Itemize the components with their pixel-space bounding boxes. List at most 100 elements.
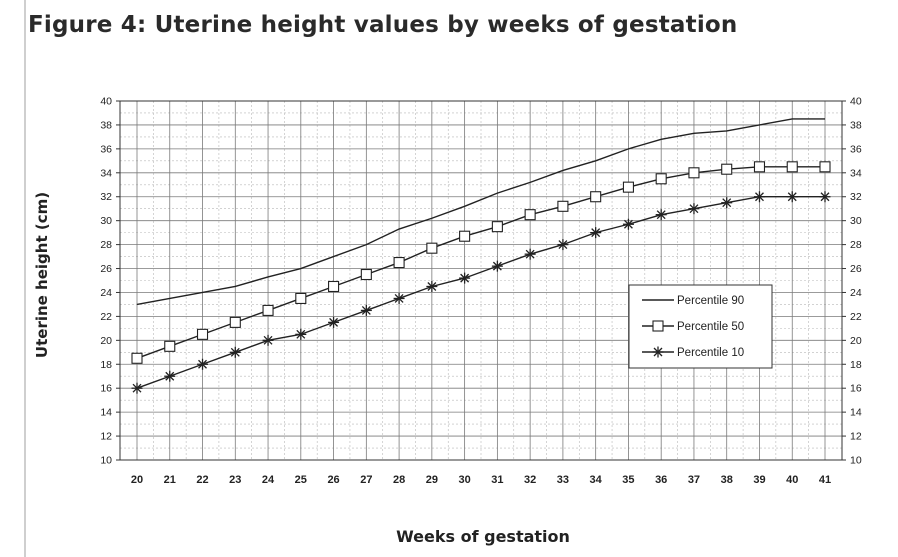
series-line-percentile-50 — [136, 166, 825, 359]
y-tick-label-right: 32 — [850, 191, 862, 203]
data-point-percentile-10 — [393, 292, 405, 304]
x-tick-label: 29 — [426, 474, 438, 486]
data-point-percentile-50 — [459, 230, 471, 242]
x-axis-label: Weeks of gestation — [396, 527, 570, 546]
x-tick-label: 25 — [295, 474, 307, 486]
y-tick-label-right: 16 — [850, 383, 862, 395]
x-tick-label: 39 — [753, 474, 765, 486]
minor-grid — [120, 101, 842, 460]
data-point-percentile-50 — [557, 200, 569, 212]
legend-label-percentile-90: Percentile 90 — [677, 295, 744, 307]
data-point-percentile-10 — [688, 203, 700, 215]
series-percentile-90 — [136, 118, 825, 306]
y-tick-label-right: 14 — [850, 407, 862, 419]
y-tick-label-left: 16 — [100, 383, 112, 395]
y-tick-label-right: 34 — [850, 167, 862, 179]
y-tick-label-left: 24 — [100, 287, 112, 299]
data-point-percentile-50 — [295, 292, 307, 305]
data-point-percentile-10 — [360, 304, 372, 316]
x-tick-label: 40 — [786, 474, 798, 486]
x-tick-label: 21 — [164, 474, 176, 486]
data-point-percentile-10 — [262, 334, 274, 346]
plot-frame — [119, 100, 843, 461]
legend: Percentile 90 Percentile 50 Percentile 10 — [628, 284, 773, 369]
data-point-percentile-50 — [196, 328, 209, 340]
y-tick-label-left: 20 — [100, 335, 112, 347]
x-tick-label: 23 — [229, 474, 241, 486]
data-point-percentile-50 — [426, 242, 438, 254]
x-tick-label: 32 — [524, 474, 536, 486]
x-tick-label: 41 — [819, 474, 831, 486]
y-tick-label-left: 40 — [100, 96, 112, 108]
x-tick-label: 38 — [721, 474, 733, 486]
y-tick-label-right: 26 — [850, 263, 862, 275]
x-tick-label: 34 — [590, 474, 603, 486]
data-point-percentile-50 — [688, 167, 700, 179]
y-tick-label-right: 22 — [850, 311, 862, 323]
y-tick-label-right: 36 — [850, 143, 862, 155]
data-point-percentile-50 — [131, 352, 143, 364]
x-tick-label: 37 — [688, 474, 700, 486]
data-point-percentile-10 — [426, 280, 438, 292]
y-tick-label-right: 18 — [850, 359, 862, 371]
y-tick-label-right: 40 — [850, 96, 862, 108]
y-tick-label-left: 34 — [100, 167, 112, 179]
y-tick-label-left: 18 — [100, 359, 112, 371]
y-tick-label-right: 20 — [850, 335, 862, 347]
x-tick-label: 27 — [360, 474, 372, 486]
data-point-percentile-10 — [622, 218, 634, 230]
series-line-percentile-90 — [136, 118, 825, 306]
y-tick-label-right: 28 — [850, 239, 862, 251]
data-point-percentile-50 — [590, 191, 602, 203]
series-percentile-50 — [131, 161, 831, 364]
x-tick-label: 36 — [655, 474, 667, 486]
page-border — [24, 0, 26, 557]
data-point-percentile-50 — [393, 256, 405, 269]
data-point-percentile-50 — [164, 340, 176, 352]
x-tick-label: 35 — [622, 474, 634, 486]
data-point-percentile-10 — [590, 227, 602, 239]
y-tick-label-left: 28 — [100, 239, 112, 251]
data-point-percentile-10 — [459, 272, 471, 284]
data-point-percentile-10 — [524, 248, 536, 260]
y-tick-label-left: 32 — [100, 191, 112, 203]
data-point-percentile-50 — [721, 163, 733, 175]
data-point-percentile-10 — [721, 197, 733, 209]
data-point-percentile-50 — [655, 173, 667, 185]
data-point-percentile-50 — [491, 221, 503, 233]
y-tick-label-right: 38 — [850, 119, 862, 131]
y-tick-label-left: 14 — [100, 407, 112, 419]
x-tick-label: 33 — [557, 474, 569, 486]
data-point-percentile-10 — [295, 328, 307, 340]
y-tick-label-right: 24 — [850, 287, 862, 299]
data-point-percentile-10 — [328, 316, 340, 328]
x-tick-label: 24 — [262, 474, 275, 486]
data-point-percentile-50 — [819, 161, 831, 173]
data-point-percentile-50 — [622, 181, 634, 193]
data-point-percentile-50 — [262, 304, 274, 316]
data-point-percentile-50 — [753, 161, 766, 173]
y-tick-label-left: 12 — [100, 431, 112, 443]
y-tick-label-left: 26 — [100, 263, 112, 275]
legend-marker-percentile-50 — [652, 320, 664, 332]
y-tick-label-left: 10 — [100, 455, 112, 467]
data-point-percentile-10 — [753, 191, 765, 203]
data-point-percentile-50 — [524, 209, 536, 221]
data-point-percentile-10 — [557, 239, 569, 251]
data-point-percentile-10 — [131, 382, 143, 394]
legend-label-percentile-10: Percentile 10 — [677, 347, 744, 359]
legend-label-percentile-50: Percentile 50 — [677, 321, 744, 333]
y-tick-label-right: 12 — [850, 431, 862, 443]
data-point-percentile-50 — [229, 316, 241, 328]
legend-marker-percentile-10 — [652, 346, 664, 358]
data-point-percentile-10 — [819, 191, 831, 203]
y-tick-label-left: 38 — [100, 119, 112, 131]
data-point-percentile-50 — [360, 268, 372, 281]
major-grid — [120, 100, 842, 461]
x-tick-label: 22 — [196, 474, 208, 486]
series-percentile-10 — [131, 191, 831, 394]
y-tick-label-right: 10 — [850, 455, 862, 467]
x-tick-label: 30 — [458, 474, 470, 486]
y-tick-label-left: 36 — [100, 143, 112, 155]
